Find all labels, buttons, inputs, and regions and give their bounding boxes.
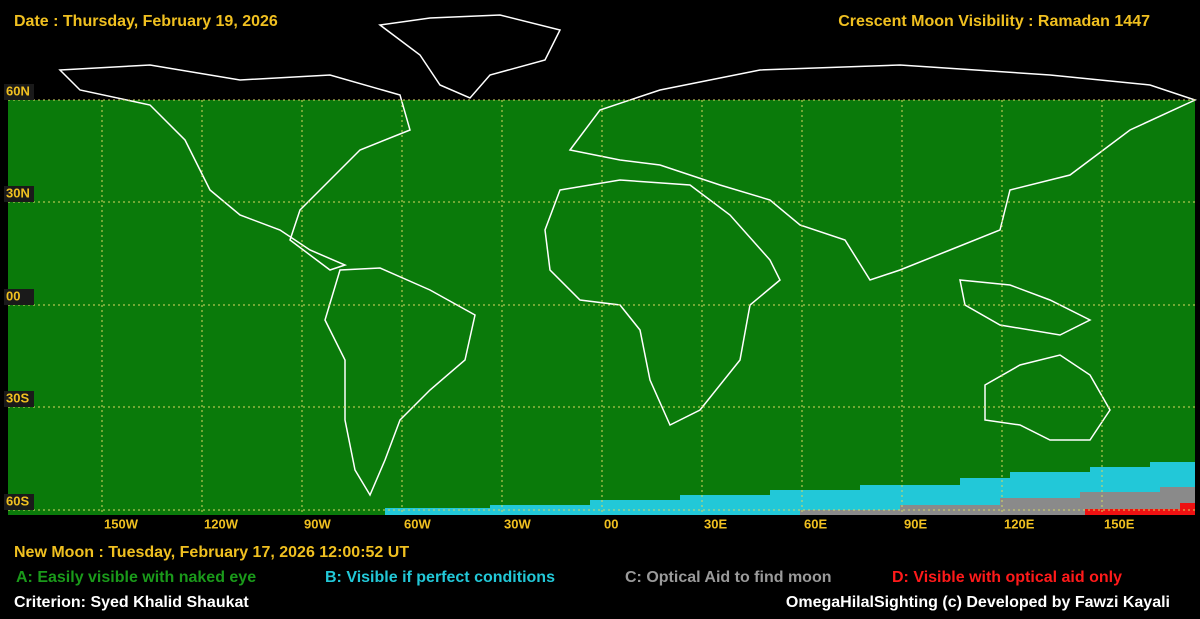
- lat-label-box: [4, 391, 34, 407]
- legend-item: B: Visible if perfect conditions: [325, 569, 555, 586]
- lat-label: 00: [6, 288, 20, 303]
- lon-label: 90E: [904, 516, 927, 531]
- zone-d: [1085, 503, 1195, 515]
- lon-label: 60E: [804, 516, 827, 531]
- criterion: Criterion: Syed Khalid Shaukat: [14, 594, 249, 611]
- south-america: [324, 267, 476, 497]
- lat-label: 30S: [6, 390, 29, 405]
- lat-label: 30N: [6, 185, 30, 200]
- coastlines: [58, 14, 1198, 497]
- title: Crescent Moon Visibility : Ramadan 1447: [838, 13, 1150, 30]
- zone-c: [800, 487, 1195, 515]
- lon-label: 60W: [404, 516, 431, 531]
- lat-label-box: [4, 289, 34, 305]
- southeast-asia: [959, 279, 1092, 336]
- zone-b: [385, 462, 1195, 515]
- zone-a: [8, 100, 1195, 515]
- lon-label: 00: [604, 516, 618, 531]
- africa: [544, 179, 781, 427]
- lat-label-box: [4, 84, 34, 100]
- europe-asia: [568, 64, 1198, 281]
- legend-item: A: Easily visible with naked eye: [16, 569, 256, 586]
- lat-label: 60N: [6, 83, 30, 98]
- north-america: [58, 64, 411, 271]
- australia: [984, 354, 1111, 441]
- lon-label: 150E: [1104, 516, 1135, 531]
- lat-label: 60S: [6, 493, 29, 508]
- legend-item: D: Visible with optical aid only: [892, 569, 1122, 586]
- lat-label-box: [4, 186, 34, 202]
- legend: A: Easily visible with naked eye B: Visib…: [16, 569, 1122, 586]
- greenland: [378, 14, 562, 99]
- lon-label: 90W: [304, 516, 331, 531]
- graticule: 60N 30N 00 30S 60S 150W 120W 90W 60W 30W 00 30E 60E 9…: [4, 83, 1195, 531]
- legend-item: C: Optical Aid to find moon: [625, 569, 832, 586]
- lon-label: 120E: [1004, 516, 1035, 531]
- lon-label: 30W: [504, 516, 531, 531]
- lon-label: 30E: [704, 516, 727, 531]
- lon-label: 150W: [104, 516, 139, 531]
- new-moon: New Moon : Tuesday, February 17, 2026 12…: [14, 544, 409, 561]
- lon-label: 120W: [204, 516, 239, 531]
- credit: OmegaHilalSighting (c) Developed by Fawz…: [786, 594, 1170, 611]
- lat-label-box: [4, 494, 34, 510]
- date: Date : Thursday, February 19, 2026: [14, 13, 278, 30]
